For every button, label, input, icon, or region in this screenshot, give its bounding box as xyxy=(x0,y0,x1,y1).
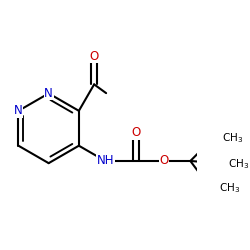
Text: CH$_3$: CH$_3$ xyxy=(228,157,250,171)
Text: O: O xyxy=(90,50,99,62)
Text: N: N xyxy=(14,104,23,117)
Text: NH: NH xyxy=(96,154,114,168)
Text: CH$_3$: CH$_3$ xyxy=(219,181,240,195)
Text: CH$_3$: CH$_3$ xyxy=(222,131,243,145)
Text: O: O xyxy=(131,126,140,139)
Text: O: O xyxy=(160,154,169,168)
Text: N: N xyxy=(44,87,53,100)
